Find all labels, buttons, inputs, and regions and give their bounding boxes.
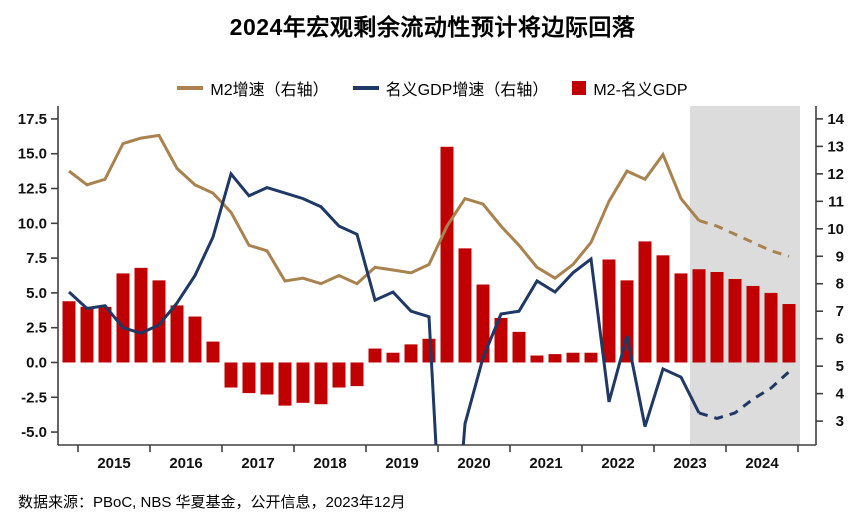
bar <box>548 354 562 363</box>
bar <box>350 362 364 387</box>
right-axis-tick-label: 8 <box>836 276 844 293</box>
bar <box>188 316 202 363</box>
bar-series <box>62 146 796 406</box>
left-axis-tick-label: -2.5 <box>21 389 47 406</box>
bar <box>656 255 670 363</box>
legend-label-gdp: 名义GDP增速（右轴） <box>385 82 549 99</box>
right-axis-tick-label: 10 <box>827 221 844 238</box>
bar <box>584 352 598 363</box>
bar <box>476 284 490 363</box>
source-note: 数据来源：PBoC, NBS 华夏基金，公开信息，2023年12月 <box>18 494 406 511</box>
left-axis-tick-label: 5.0 <box>26 285 47 302</box>
legend-item-bar: M2-名义GDP <box>572 76 688 100</box>
right-axis-tick-label: 5 <box>836 358 844 375</box>
chart-title: 2024年宏观剩余流动性预计将边际回落 <box>229 14 636 40</box>
right-axis-tick-label: 14 <box>827 111 844 128</box>
x-axis-year-label: 2017 <box>241 455 274 472</box>
bar <box>782 304 796 363</box>
left-axis-tick-label: 15.0 <box>18 146 47 163</box>
bar <box>746 285 760 363</box>
right-axis-tick-label: 13 <box>827 138 844 155</box>
bar <box>296 362 310 403</box>
x-axis-year-label: 2016 <box>169 455 202 472</box>
bar <box>602 259 616 363</box>
right-axis-tick-label: 11 <box>828 193 844 210</box>
x-axis-year-label: 2023 <box>673 455 706 472</box>
bar <box>332 362 346 388</box>
legend-label-m2: M2增速（右轴） <box>210 82 329 99</box>
bar <box>206 341 220 363</box>
bar <box>260 362 274 395</box>
m2-growth-forecast-line <box>698 219 790 258</box>
forecast-shade-region <box>690 106 800 445</box>
legend-label-bar: M2-名义GDP <box>593 82 688 99</box>
legend: M2增速（右轴） 名义GDP增速（右轴） M2-名义GDP <box>0 76 865 100</box>
left-axis-tick-label: 0.0 <box>26 354 47 371</box>
right-axis-tick-label: 9 <box>836 248 844 265</box>
bar <box>62 301 76 363</box>
line-series <box>67 133 791 445</box>
m2-line-swatch <box>177 86 204 90</box>
legend-item-m2: M2增速（右轴） <box>177 76 329 100</box>
left-axis-tick-label: 12.5 <box>18 181 47 198</box>
bar <box>242 362 256 394</box>
right-axis-tick-label: 3 <box>836 413 844 430</box>
left-axis-tick-label: 17.5 <box>18 111 47 128</box>
x-axis-year-label: 2024 <box>745 455 779 472</box>
right-axis-tick-label: 7 <box>836 303 844 320</box>
left-axis-tick-label: -5.0 <box>21 424 47 441</box>
bar <box>512 331 526 363</box>
bar <box>710 272 724 363</box>
bar <box>404 344 418 363</box>
bar <box>620 280 634 363</box>
bar <box>224 362 238 388</box>
right-axis-tick-label: 12 <box>827 166 844 183</box>
nominal-gdp-forecast-line <box>698 370 791 420</box>
gdp-line-swatch <box>352 86 379 90</box>
left-axis-tick-label: 7.5 <box>26 250 47 267</box>
bar <box>566 352 580 363</box>
bar <box>98 306 112 363</box>
x-axis-year-label: 2022 <box>601 455 634 472</box>
x-axis-year-label: 2019 <box>385 455 418 472</box>
bar <box>134 267 148 363</box>
x-axis-year-label: 2020 <box>457 455 490 472</box>
bar <box>530 355 544 363</box>
bar <box>116 273 130 363</box>
x-axis-year-label: 2021 <box>529 455 562 472</box>
legend-item-gdp: 名义GDP增速（右轴） <box>352 76 549 100</box>
bar-swatch <box>572 81 587 95</box>
bar <box>692 269 706 363</box>
bar <box>170 305 184 363</box>
left-axis-tick-label: 10.0 <box>18 215 47 232</box>
bar <box>494 317 508 363</box>
x-axis-year-label: 2018 <box>313 455 346 472</box>
nominal-gdp-line <box>67 170 701 445</box>
bar <box>458 248 472 363</box>
x-axis-year-label: 2015 <box>97 455 130 472</box>
bar <box>440 146 454 363</box>
m2-growth-line <box>68 133 701 286</box>
bar <box>674 273 688 363</box>
bar <box>728 278 742 363</box>
bar <box>368 348 382 363</box>
right-axis-tick-label: 4 <box>836 386 845 403</box>
left-axis-tick-label: 2.5 <box>26 320 47 337</box>
bar <box>80 306 94 363</box>
right-axis-tick-label: 6 <box>836 331 844 348</box>
bar <box>764 292 778 363</box>
bar <box>314 362 328 405</box>
bar <box>152 280 166 363</box>
bar <box>278 362 292 406</box>
bar <box>638 241 652 363</box>
bar <box>386 352 400 363</box>
